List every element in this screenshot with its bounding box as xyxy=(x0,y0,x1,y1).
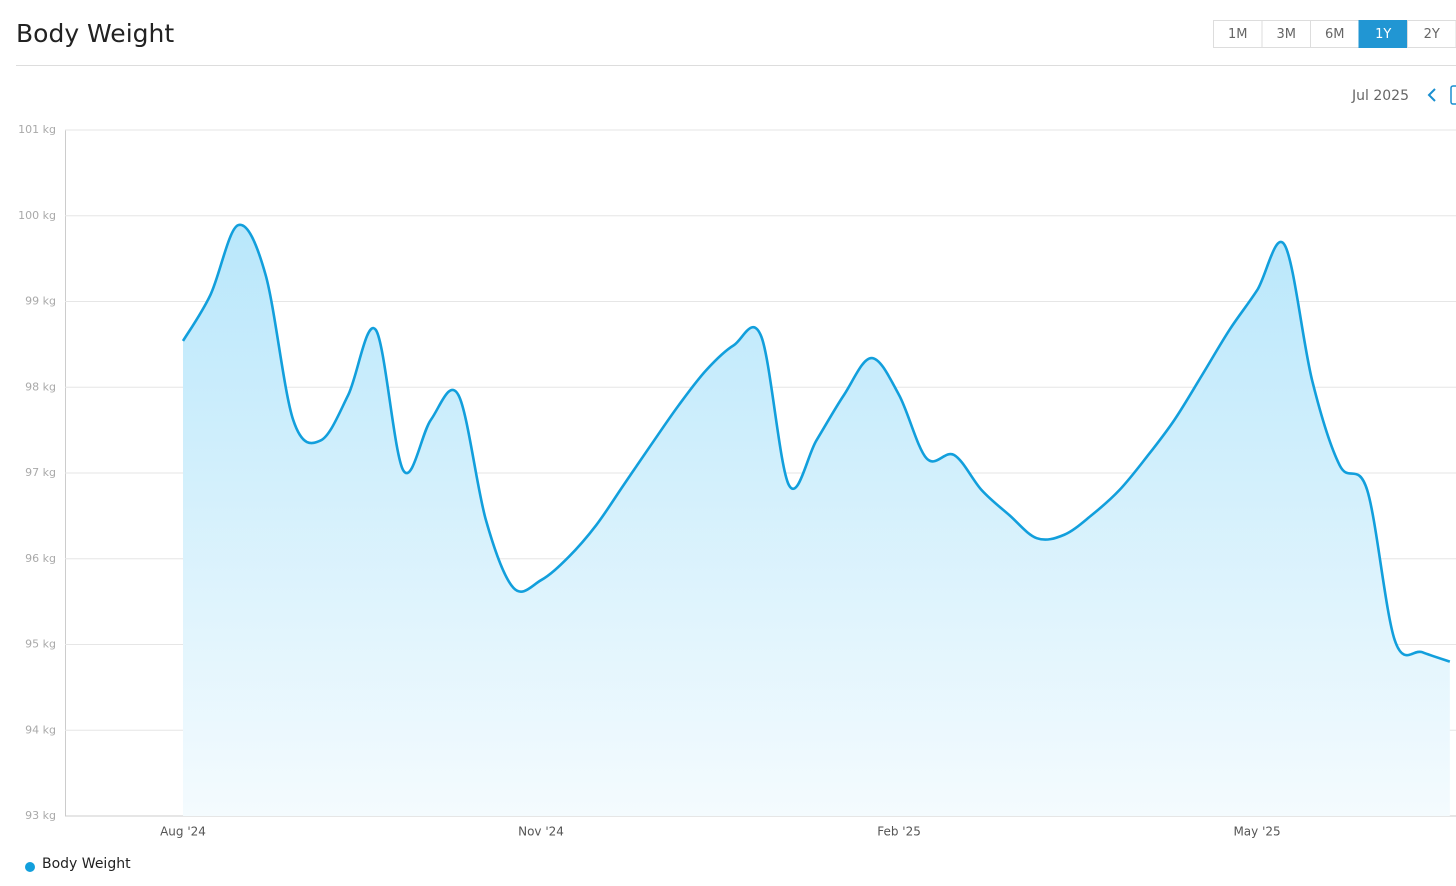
range-button-label[interactable]: 6M xyxy=(1325,27,1345,42)
range-button[interactable] xyxy=(1407,20,1456,48)
x-tick-label: Aug '24 xyxy=(160,825,206,839)
y-tick-label: 95 kg xyxy=(25,638,56,651)
y-tick-label: 101 kg xyxy=(18,123,56,136)
range-button[interactable] xyxy=(1261,20,1311,48)
y-tick-label: 97 kg xyxy=(25,466,56,479)
y-tick-label: 99 kg xyxy=(25,295,56,308)
y-tick-label: 94 kg xyxy=(25,723,56,736)
range-button-label[interactable]: 1Y xyxy=(1375,27,1391,42)
range-button-label[interactable]: 2Y xyxy=(1424,27,1440,42)
chart-title: Body Weight xyxy=(16,19,174,48)
range-button-label[interactable]: 3M xyxy=(1277,27,1297,42)
y-tick-label: 100 kg xyxy=(18,209,56,222)
calendar-button[interactable] xyxy=(1450,85,1456,105)
y-tick-label: 98 kg xyxy=(25,380,56,393)
range-button[interactable] xyxy=(1310,20,1360,48)
range-selector[interactable]: 1M 3M 6M 1Y 2Y xyxy=(1213,20,1456,48)
range-button-label[interactable]: 1M xyxy=(1228,27,1248,42)
x-tick-label: Nov '24 xyxy=(518,825,564,839)
range-button[interactable] xyxy=(1358,20,1408,48)
area-fill xyxy=(183,224,1450,817)
legend-label: Body Weight xyxy=(42,856,131,872)
y-tick-label: 96 kg xyxy=(25,552,56,565)
prev-button[interactable] xyxy=(1427,88,1436,102)
x-tick-label: Feb '25 xyxy=(877,825,921,839)
x-tick-label: May '25 xyxy=(1233,825,1280,839)
y-tick-label: 93 kg xyxy=(25,809,56,822)
legend-marker xyxy=(25,862,35,872)
period-label: Jul 2025 xyxy=(1351,88,1409,104)
line xyxy=(181,223,1451,663)
